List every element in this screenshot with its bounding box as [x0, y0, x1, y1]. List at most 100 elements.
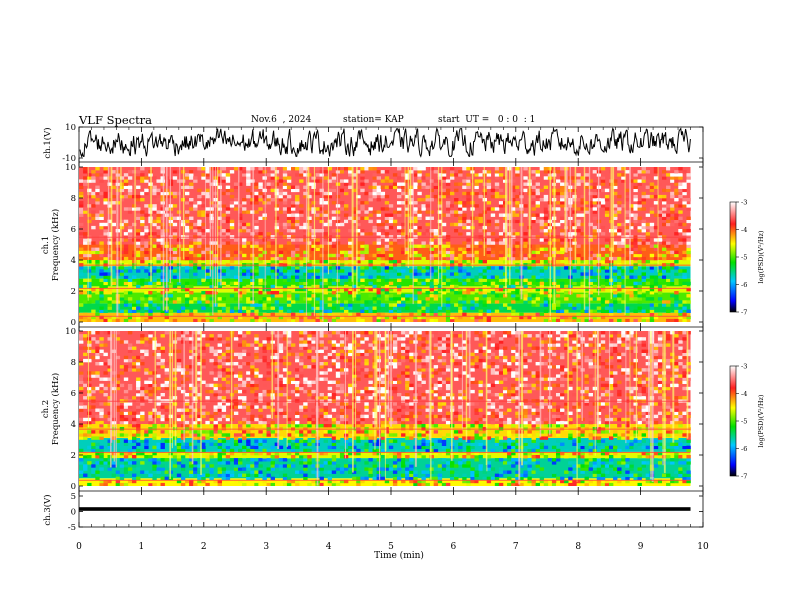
spectrogram-cell — [572, 238, 577, 242]
spectrogram-cell — [323, 402, 328, 406]
spectrogram-cell — [343, 167, 349, 171]
spectrogram-cell — [176, 349, 182, 353]
spectrogram-cell — [653, 213, 659, 217]
spectrogram-cell — [494, 191, 500, 196]
spectrogram-cell — [339, 355, 345, 360]
spectrogram-cell — [666, 275, 671, 279]
spectrogram-cell — [539, 312, 545, 317]
spectrogram-cell — [201, 442, 206, 446]
spectrogram-cell — [258, 216, 263, 220]
spectrogram-cell — [653, 238, 659, 242]
spectrogram-cell — [217, 179, 222, 183]
spectrogram-cell — [352, 275, 357, 279]
spectrogram-cell — [494, 222, 500, 227]
spectrogram-cell — [144, 269, 149, 273]
spectrogram-cell — [343, 287, 349, 292]
spectrogram-cell — [352, 256, 357, 261]
spectrogram-cell — [127, 229, 133, 233]
spectrogram-cell — [160, 458, 165, 462]
spectrogram-cell — [339, 371, 345, 375]
spectrogram-cell — [429, 210, 434, 214]
spectrogram-cell — [205, 170, 210, 174]
spectrogram-cell — [152, 256, 157, 261]
spectrogram-cell — [560, 201, 565, 205]
spectrogram-cell — [364, 309, 369, 313]
spectrogram-cell — [645, 179, 651, 183]
spectrogram-cell — [384, 241, 390, 245]
spectrogram-cell — [160, 464, 165, 468]
spectrogram-cell — [152, 219, 157, 224]
spectrogram-cell — [131, 182, 137, 186]
spectrogram-cell — [123, 278, 129, 282]
spectrogram-cell — [123, 244, 129, 248]
spectrogram-cell — [674, 198, 679, 202]
spectrogram-cell — [315, 238, 320, 242]
spectrogram-cell — [417, 185, 422, 189]
spectrogram-cell — [189, 464, 194, 468]
spectrogram-cell — [79, 377, 84, 381]
spectrogram-cell — [221, 439, 227, 443]
spectrogram-cell — [99, 250, 104, 255]
spectrogram-cell — [356, 229, 361, 233]
spectrogram-cell — [140, 470, 145, 474]
spectrogram-streak — [120, 167, 122, 266]
spectrogram-cell — [156, 386, 161, 391]
spectrogram-cell — [246, 297, 251, 301]
spectrogram-cell — [307, 241, 312, 245]
spectrogram-cell — [425, 266, 430, 270]
spectrogram-cell — [437, 250, 443, 255]
spectrogram-cell — [172, 451, 178, 456]
spectrogram-cell — [360, 278, 365, 282]
spectrogram-cell — [79, 207, 84, 211]
spectrogram-cell — [539, 188, 545, 193]
spectrogram-cell — [123, 355, 129, 360]
spectrogram-cell — [160, 362, 165, 366]
spectrogram-cell — [213, 362, 218, 366]
spectrogram-cell — [262, 287, 267, 292]
spectrogram-cell — [535, 275, 540, 279]
spectrogram-cell — [127, 405, 133, 409]
spectrogram-cell — [250, 374, 255, 378]
spectrogram-cell — [339, 287, 345, 292]
spectrogram-streak — [134, 167, 136, 270]
spectrogram-cell — [653, 170, 659, 174]
spectrogram-cell — [295, 448, 300, 453]
spectrogram-cell — [315, 306, 320, 310]
spectrogram-cell — [131, 306, 137, 310]
spectrogram-cell — [262, 176, 267, 180]
spectrogram-cell — [176, 439, 182, 443]
spectrogram-cell — [79, 389, 84, 394]
spectrogram-cell — [409, 216, 414, 220]
spectrogram-cell — [653, 225, 659, 230]
spectrogram-cell — [413, 253, 418, 258]
spectrogram-cell — [335, 389, 341, 394]
spectrogram-cell — [270, 294, 275, 298]
spectrogram-cell — [392, 238, 398, 242]
spectrogram-cell — [262, 355, 267, 360]
spectrogram-cell — [83, 179, 88, 183]
spectrogram-cell — [258, 420, 263, 425]
spectrogram-cell — [274, 222, 280, 227]
spectrogram-cell — [666, 244, 671, 248]
spectrogram-cell — [327, 269, 333, 273]
spectrogram-cell — [140, 355, 145, 360]
spectrogram-cell — [295, 188, 300, 193]
spectrogram-cell — [653, 185, 659, 189]
spectrogram-cell — [193, 318, 198, 322]
spectrogram-cell — [225, 207, 231, 211]
spectrogram-cell — [356, 291, 361, 295]
spectrogram-cell — [127, 479, 133, 484]
spectrogram-cell — [123, 430, 129, 434]
spectrogram-cell — [131, 420, 137, 425]
spectrogram-cell — [621, 232, 626, 236]
spectrogram-cell — [600, 167, 606, 171]
spectrogram-cell — [246, 266, 251, 270]
spectrogram-cell — [250, 167, 255, 171]
spectrogram-cell — [576, 179, 581, 183]
spectrogram-cell — [286, 331, 292, 335]
spectrogram-cell — [331, 417, 337, 422]
spectrogram-cell — [274, 377, 280, 381]
spectrogram-cell — [466, 179, 471, 183]
spectrogram-cell — [286, 256, 292, 261]
spectrogram-cell — [189, 340, 194, 344]
